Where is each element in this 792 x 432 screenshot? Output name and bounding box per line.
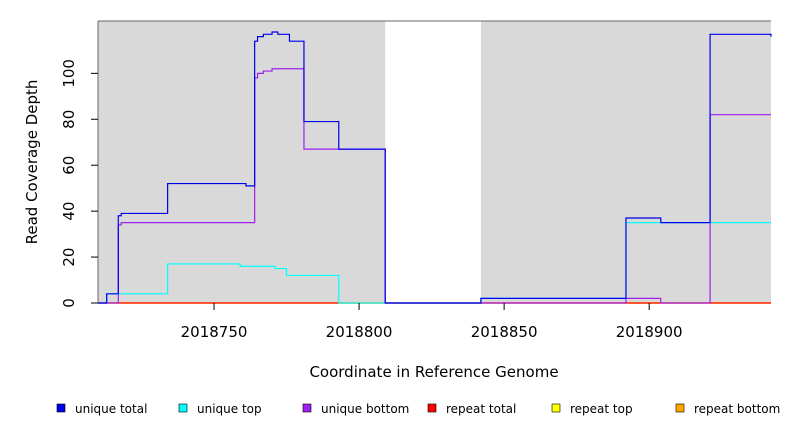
- y-tick-label: 60: [60, 156, 78, 175]
- legend-swatch: [178, 403, 188, 413]
- x-tick-label: 2018750: [181, 323, 248, 341]
- gap-region: [385, 21, 481, 303]
- y-tick-label: 20: [60, 248, 78, 267]
- legend-swatch: [551, 403, 561, 413]
- legend-swatch: [56, 403, 66, 413]
- y-tick-label: 80: [60, 110, 78, 129]
- y-tick-label: 0: [60, 298, 78, 308]
- x-tick-label: 2018900: [616, 323, 683, 341]
- legend-swatch: [427, 403, 437, 413]
- y-tick-label: 100: [60, 59, 78, 88]
- gap-regions: [385, 21, 481, 303]
- series-lines: [98, 31, 772, 304]
- x-axis-title: Coordinate in Reference Genome: [309, 363, 558, 381]
- legend: unique total unique top unique bottom repea…: [56, 402, 780, 416]
- legend-label: unique bottom: [321, 402, 409, 416]
- legend-label: repeat total: [446, 402, 516, 416]
- legend-swatch: [302, 403, 312, 413]
- legend-label: unique total: [75, 402, 147, 416]
- x-tick-label: 2018800: [326, 323, 393, 341]
- legend-swatch: [675, 403, 685, 413]
- series-line-unique-total: [98, 31, 772, 304]
- y-tick-label: 40: [60, 202, 78, 221]
- y-axis: 0 20 40 60 80 100: [60, 59, 98, 308]
- legend-label: repeat top: [570, 402, 633, 416]
- series-line-unique-bottom: [98, 68, 771, 304]
- x-tick-label: 2018850: [471, 323, 538, 341]
- x-axis: 2018750 2018800 2018850 2018900: [181, 303, 683, 341]
- y-axis-title: Read Coverage Depth: [23, 80, 41, 245]
- legend-label: unique top: [197, 402, 262, 416]
- legend-label: repeat bottom: [694, 402, 780, 416]
